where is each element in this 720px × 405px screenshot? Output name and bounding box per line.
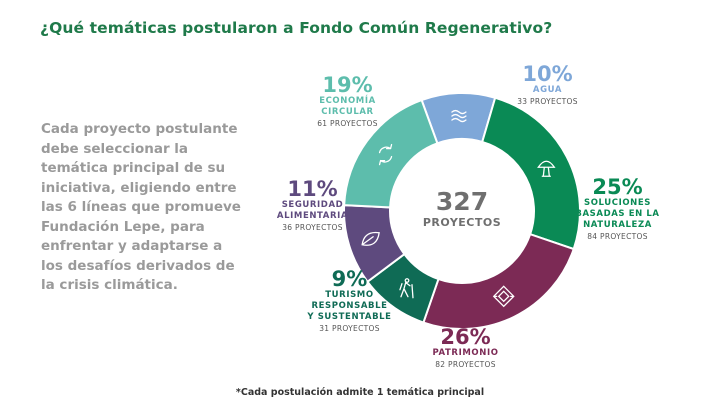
slice-count: 84 PROYECTOS [587, 232, 648, 241]
intro-text: Cada proyecto postulante debe selecciona… [41, 121, 241, 293]
label-soluciones: 25% SOLUCIONES BASADAS EN LA NATURALEZA … [570, 176, 665, 242]
slice-1 [481, 96, 581, 251]
slice-name: CIRCULAR [321, 107, 374, 117]
diamond-pattern-icon-shape [492, 285, 515, 308]
mushroom-icon-shape [537, 160, 556, 177]
slice-name: NATURALEZA [583, 220, 652, 230]
pct-label: 9% [331, 267, 368, 291]
slice-count: 33 PROYECTOS [517, 97, 578, 106]
slice-2 [422, 232, 575, 330]
total-count: 327 [435, 187, 489, 216]
water-icon [451, 109, 467, 123]
pct-label: 26% [440, 325, 491, 349]
diamond-pattern-icon [492, 285, 515, 308]
slice-name: BASADAS EN LA [575, 209, 660, 219]
label-patrimonio: 26% PATRIMONIO 82 PROYECTOS [418, 326, 513, 370]
label-agua: 10% AGUA 33 PROYECTOS [500, 63, 595, 107]
pct-label: 25% [592, 175, 643, 199]
slice-name: TURISMO [325, 290, 374, 300]
page-title: ¿Qué temáticas postularon a Fondo Común … [40, 19, 553, 37]
center-total: 327 PROYECTOS [407, 187, 517, 230]
recycle-icon-shape [378, 143, 393, 166]
pct-label: 11% [287, 177, 338, 201]
hiker-icon [399, 278, 414, 299]
recycle-icon [378, 143, 393, 166]
leaf-icon [361, 231, 380, 246]
slice-5 [343, 98, 439, 209]
slice-name: ALIMENTARIA [276, 211, 349, 221]
total-label: PROYECTOS [422, 216, 502, 229]
slice-count: 61 PROYECTOS [317, 119, 378, 128]
leaf-icon-shape [361, 231, 380, 246]
slice-name: SEGURIDAD [281, 200, 344, 210]
footnote: *Cada postulación admite 1 temática prin… [235, 387, 485, 398]
mushroom-icon [537, 160, 556, 177]
slice-count: 31 PROYECTOS [319, 324, 380, 333]
slice-name: Y SUSTENTABLE [307, 312, 392, 322]
water-icon-shape [451, 109, 467, 123]
label-economia: 19% ECONOMÍA CIRCULAR 61 PROYECTOS [300, 74, 395, 129]
pct-label: 19% [322, 73, 373, 97]
hiker-icon-shape [399, 278, 414, 299]
slice-name: AGUA [532, 85, 563, 95]
slice-name: RESPONSABLE [311, 301, 388, 311]
slice-name: SOLUCIONES [583, 198, 652, 208]
slice-count: 82 PROYECTOS [435, 360, 496, 369]
slice-name: ECONOMÍA [319, 96, 376, 106]
slice-name: PATRIMONIO [432, 348, 499, 358]
slice-count: 36 PROYECTOS [282, 223, 343, 232]
pct-label: 10% [522, 62, 573, 86]
label-seguridad: 11% SEGURIDAD ALIMENTARIA 36 PROYECTOS [265, 178, 360, 233]
label-turismo: 9% TURISMO RESPONSABLE Y SUSTENTABLE 31 … [302, 268, 397, 334]
